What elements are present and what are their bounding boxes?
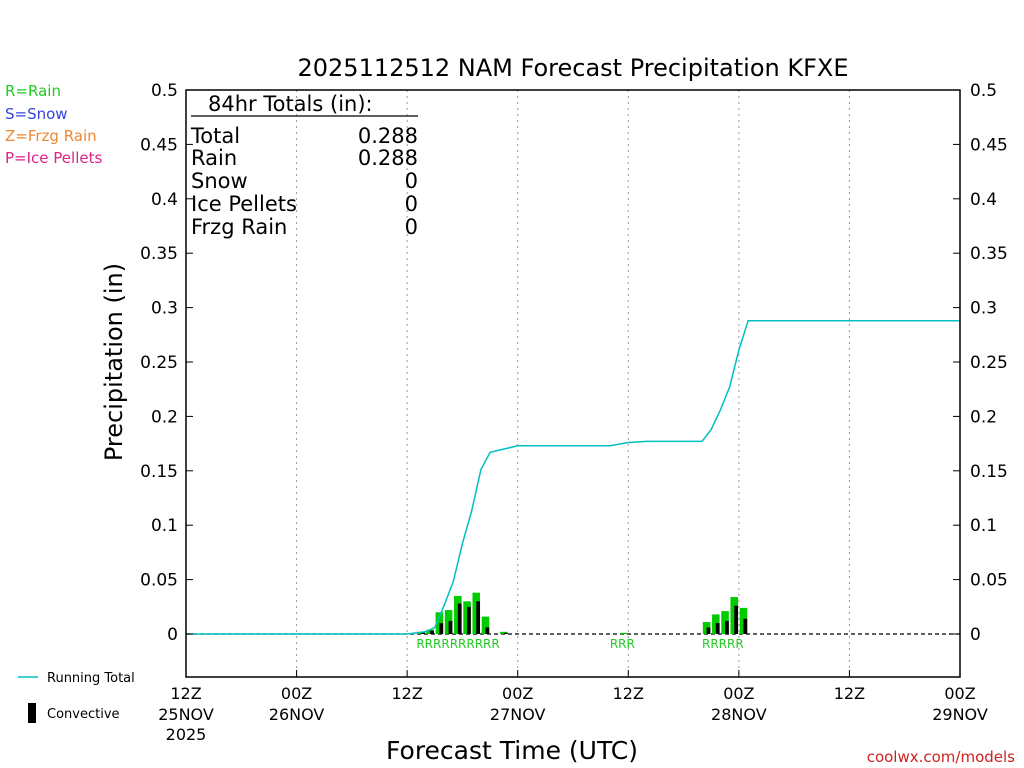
convective-bar-5: [467, 606, 471, 634]
convective-bar-12: [725, 620, 729, 634]
y-tick-label-right-5: 0.25: [970, 353, 1008, 373]
x-tick-label-7: 00Z: [944, 684, 975, 703]
y-tick-label-right-8: 0.4: [970, 190, 997, 210]
x-tick-date-0: 25NOV: [158, 705, 214, 724]
rain-bar-14: [739, 607, 748, 634]
precip-bars: [417, 592, 748, 634]
y-tick-label-right-1: 0.05: [970, 571, 1008, 591]
totals-value-snow: 0: [405, 169, 418, 193]
y-tick-label-left-8: 0.4: [151, 190, 178, 210]
legend-convective-label: Convective: [47, 707, 120, 722]
totals-label-snow: Snow: [191, 169, 248, 193]
convective-bar-1: [430, 630, 434, 634]
rain-bar-9: [619, 632, 628, 634]
chart-title: 2025112512 NAM Forecast Precipitation KF…: [297, 54, 848, 82]
legend-ice-pellets-label: P=Ice Pellets: [5, 149, 102, 167]
x-tick-label-5: 00Z: [723, 684, 754, 703]
totals-label-frzg-rain: Frzg Rain: [191, 215, 287, 239]
plot-frame: [185, 89, 961, 678]
y-tick-label-left-2: 0.1: [151, 516, 178, 536]
y-tick-label-left-0: 0: [167, 625, 178, 645]
totals-box: 84hr Totals (in): Total 0.288 Rain 0.288…: [190, 92, 418, 239]
convective-bar-14: [743, 618, 748, 634]
legend-convective-swatch: [28, 703, 36, 723]
convective-bar-13: [734, 605, 739, 634]
x-tick-label-2: 12Z: [391, 684, 422, 703]
y-tick-label-left-5: 0.25: [140, 353, 178, 373]
y-tick-label-left-10: 0.5: [151, 81, 178, 101]
totals-value-ice-pellets: 0: [405, 192, 418, 216]
x-tick-label-3: 00Z: [502, 684, 533, 703]
running-total-line: [186, 319, 960, 635]
convective-bar-3: [448, 620, 453, 634]
y-tick-label-right-4: 0.2: [970, 407, 997, 427]
totals-value-rain: 0.288: [358, 146, 418, 170]
precip-type-label-0: RRRRRRRRRR: [416, 637, 499, 651]
y-tick-label-right-6: 0.3: [970, 299, 997, 319]
convective-bar-8: [503, 632, 508, 634]
convective-bar-0: [420, 631, 425, 634]
totals-value-frzg-rain: 0: [405, 215, 418, 239]
y-tick-label-left-1: 0.05: [140, 571, 178, 591]
y-axis-ticks: 0 00.05 0.050.1 0.10.15 0.150.2 0.20.25 0.250.…: [140, 81, 1008, 645]
y-tick-label-left-7: 0.35: [140, 244, 178, 264]
y-tick-label-left-4: 0.2: [151, 407, 178, 427]
convective-bar-4: [457, 603, 462, 634]
site-credit: coolwx.com/models: [867, 748, 1015, 766]
legend-frzg-rain-label: Z=Frzg Rain: [5, 127, 97, 145]
x-axis-title: Forecast Time (UTC): [386, 736, 638, 765]
y-tick-label-left-6: 0.3: [151, 299, 178, 319]
y-tick-label-right-9: 0.45: [970, 135, 1008, 155]
x-tick-label-4: 12Z: [613, 684, 644, 703]
x-tick-date-3: 27NOV: [490, 705, 546, 724]
x-tick-label-1: 00Z: [281, 684, 312, 703]
x-tick-date-5: 28NOV: [711, 705, 767, 724]
convective-bar-6: [476, 601, 481, 634]
totals-label-total: Total: [190, 124, 240, 148]
totals-label-ice-pellets: Ice Pellets: [191, 192, 297, 216]
x-tick-date-7: 29NOV: [932, 705, 988, 724]
y-tick-label-right-10: 0.5: [970, 81, 997, 101]
y-tick-label-left-9: 0.45: [140, 135, 178, 155]
y-axis-title: Precipitation (in): [100, 263, 128, 461]
totals-label-rain: Rain: [191, 146, 237, 170]
legend-snow-label: S=Snow: [5, 105, 68, 123]
legend-running-total-label: Running Total: [47, 671, 135, 686]
totals-heading: 84hr Totals (in):: [208, 92, 373, 116]
y-tick-label-left-3: 0.15: [140, 462, 178, 482]
convective-bar-7: [485, 627, 490, 634]
grid-lines: [296, 90, 850, 677]
totals-value-total: 0.288: [358, 124, 418, 148]
legend-rain-label: R=Rain: [5, 82, 61, 100]
x-tick-label-0: 12Z: [170, 684, 201, 703]
precip-type-label-2: RRRRR: [702, 637, 744, 651]
x-tick-date-1: 26NOV: [269, 705, 325, 724]
precip-type-labels: RRRRRRRRRR RRR RRRRR: [416, 637, 743, 651]
y-tick-label-right-7: 0.35: [970, 244, 1008, 264]
convective-bar-2: [439, 623, 444, 634]
y-tick-label-right-0: 0: [970, 625, 981, 645]
convective-bar-10: [706, 627, 711, 634]
rain-bar-7: [481, 616, 490, 634]
x-tick-label-6: 12Z: [834, 684, 865, 703]
y-tick-label-right-3: 0.15: [970, 462, 1008, 482]
convective-bar-11: [715, 623, 720, 634]
precip-type-label-1: RRR: [610, 637, 635, 651]
x-tick-year-0: 2025: [166, 725, 207, 744]
y-tick-label-right-2: 0.1: [970, 516, 997, 536]
